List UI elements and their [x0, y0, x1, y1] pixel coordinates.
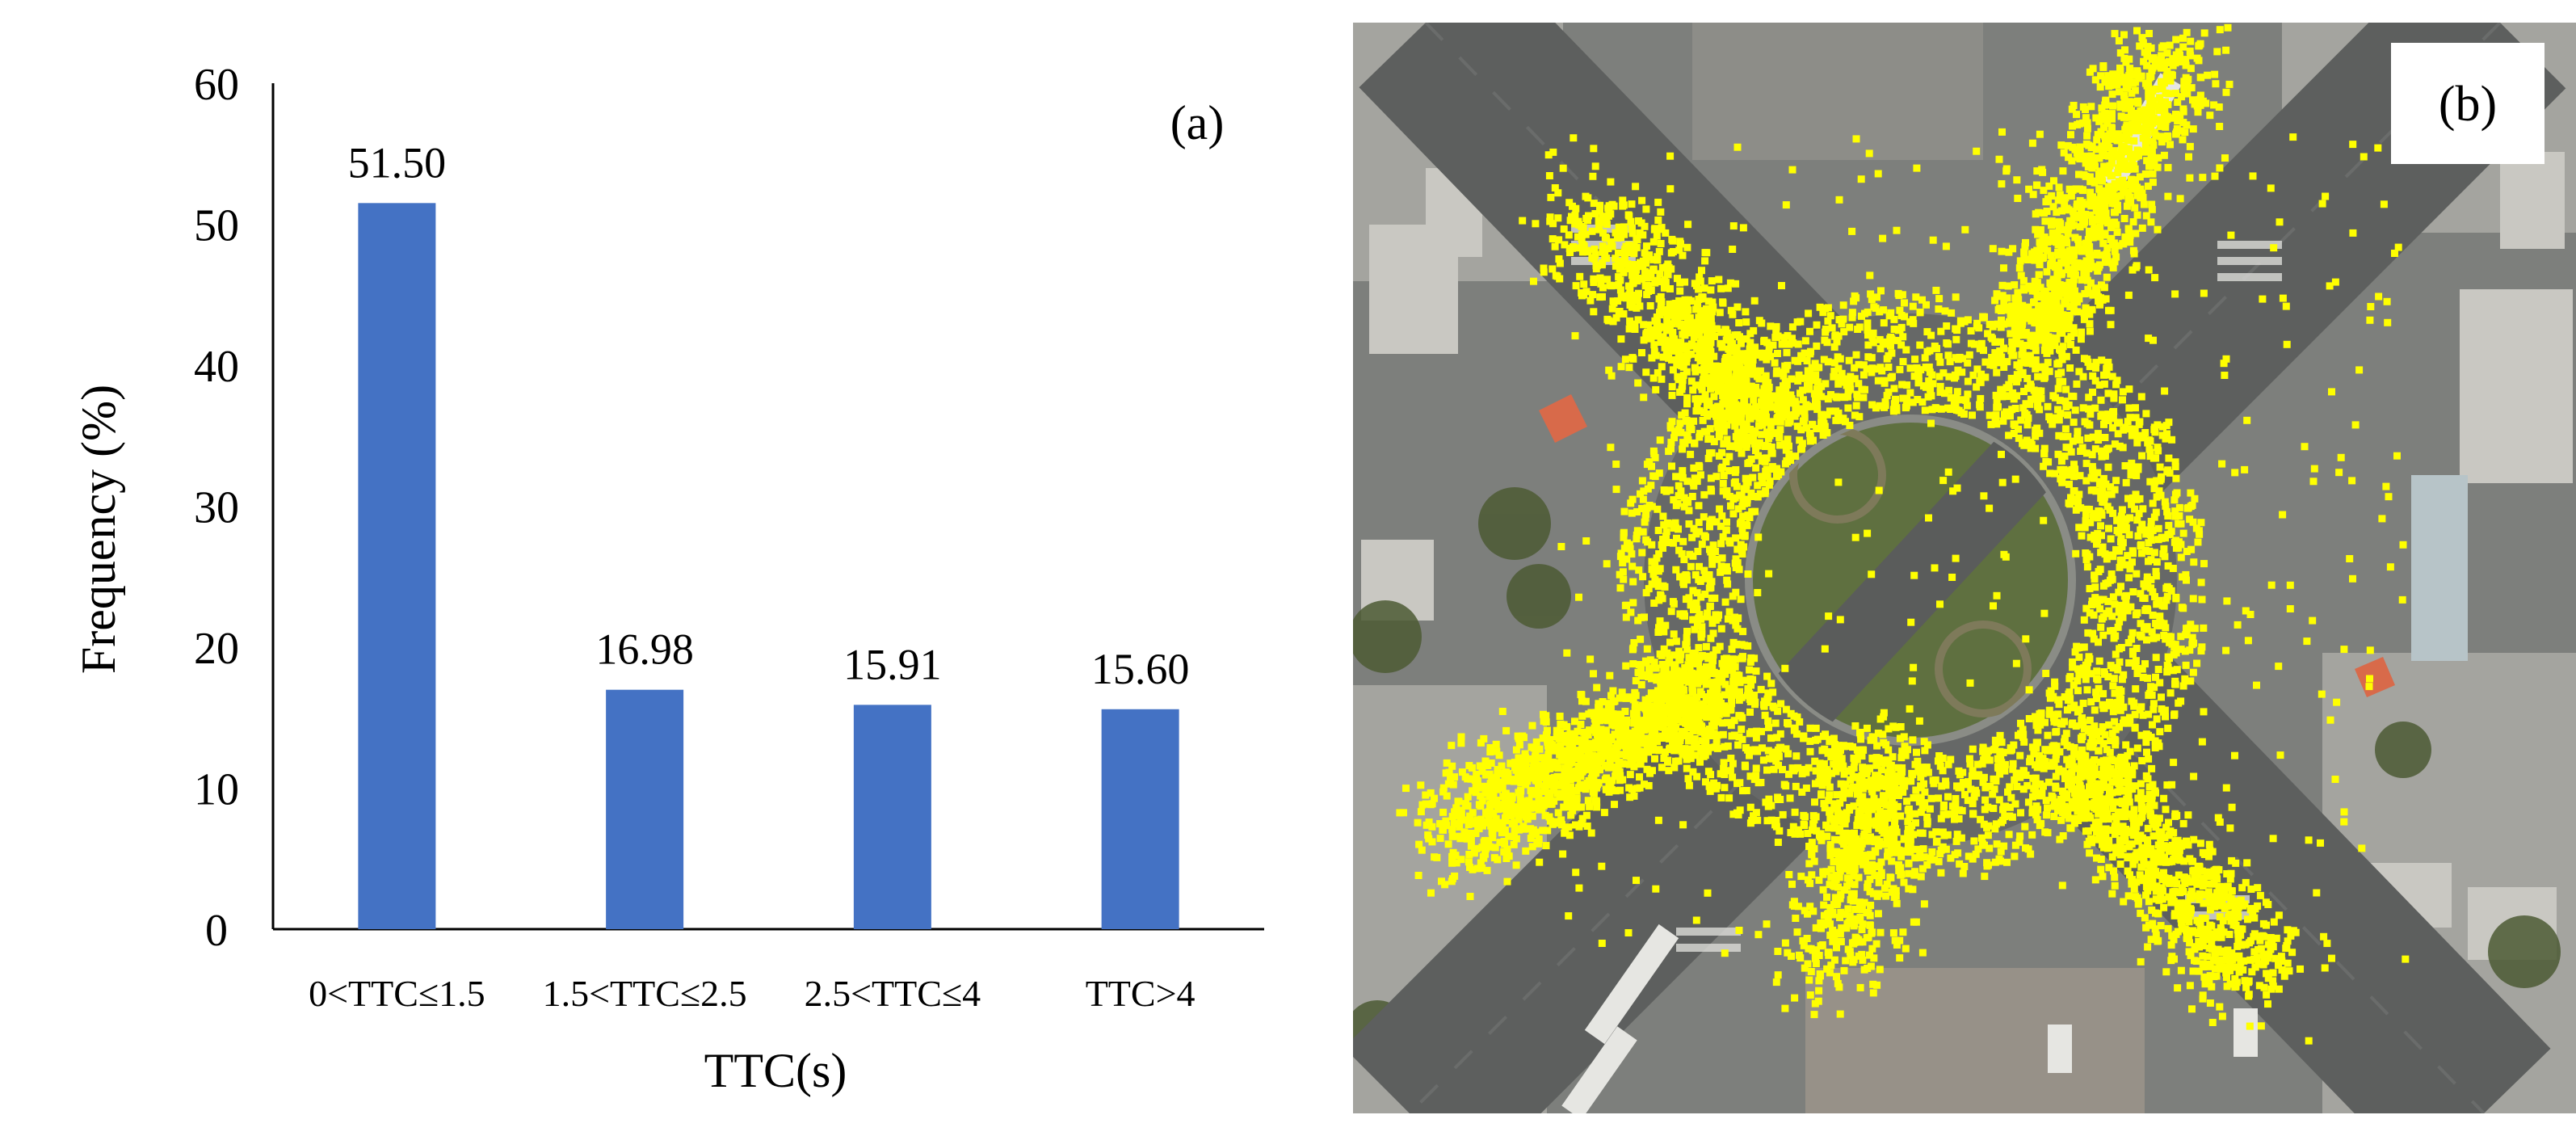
x-tick-label: 1.5<TTC≤2.5 [543, 973, 747, 1014]
x-tick-label: TTC>4 [1086, 973, 1196, 1014]
bar [358, 203, 436, 929]
x-tick-label: 0<TTC≤1.5 [309, 973, 485, 1014]
bar-value-label: 16.98 [595, 625, 694, 674]
y-tick-label: 30 [194, 483, 239, 533]
bar [1101, 709, 1179, 929]
x-axis-title: TTC(s) [704, 1044, 847, 1097]
y-tick-label: 20 [194, 624, 239, 674]
y-axis-title: Frequency (%) [72, 385, 125, 674]
panel-label-a: (a) [1170, 96, 1225, 149]
y-tick-label: 10 [194, 765, 239, 815]
aerial-roundabout-image: (b) [1353, 23, 2576, 1113]
trajectory-points [1396, 23, 2410, 1045]
bar-value-label: 15.91 [843, 640, 942, 688]
bar-value-label: 15.60 [1091, 645, 1190, 693]
y-tick-label: 0 [205, 906, 228, 956]
y-tick-label: 50 [194, 201, 239, 251]
bar [853, 705, 931, 929]
bar-chart-panel: 0 10 20 30 40 50 60 51.50 0<TTC≤1.5 16.98 1.5<TTC≤… [72, 60, 1264, 1097]
bar [606, 689, 684, 929]
bar-chart: 0 10 20 30 40 50 60 51.50 0<TTC≤1.5 16.98 1.5<TTC≤… [72, 60, 1264, 1097]
aerial-photo-panel: (b) [1353, 23, 2576, 1113]
y-tick-label: 40 [194, 342, 239, 392]
x-tick-label: 2.5<TTC≤4 [805, 973, 981, 1014]
y-tick-label: 60 [194, 60, 239, 110]
panel-label-b: (b) [2439, 77, 2497, 132]
bar-value-label: 51.50 [348, 138, 447, 187]
